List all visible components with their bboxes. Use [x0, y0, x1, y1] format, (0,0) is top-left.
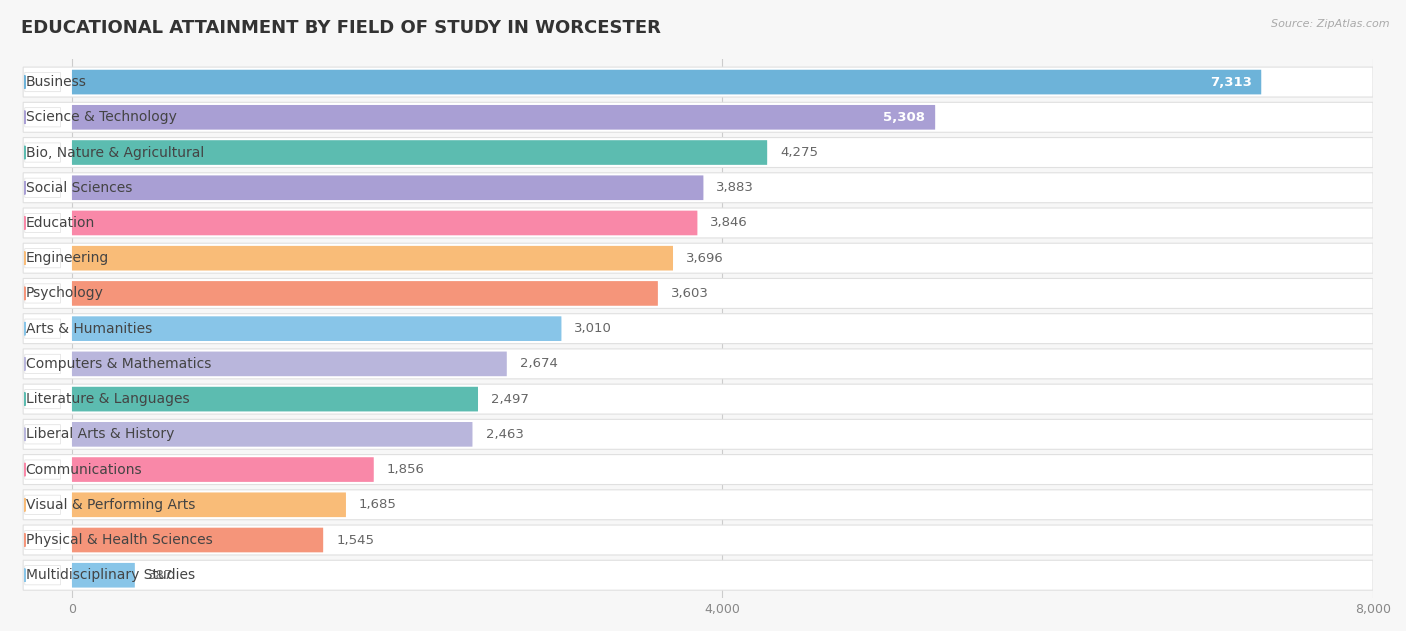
Text: Literature & Languages: Literature & Languages [25, 392, 190, 406]
FancyBboxPatch shape [72, 387, 478, 411]
FancyBboxPatch shape [72, 70, 1261, 95]
Text: Engineering: Engineering [25, 251, 108, 265]
FancyBboxPatch shape [25, 73, 60, 91]
Text: Education: Education [25, 216, 96, 230]
FancyBboxPatch shape [72, 422, 472, 447]
Text: Visual & Performing Arts: Visual & Performing Arts [25, 498, 195, 512]
FancyBboxPatch shape [25, 425, 60, 444]
FancyBboxPatch shape [25, 460, 60, 479]
Text: 3,846: 3,846 [710, 216, 748, 230]
Text: Arts & Humanities: Arts & Humanities [25, 322, 152, 336]
FancyBboxPatch shape [22, 349, 1374, 379]
Text: Physical & Health Sciences: Physical & Health Sciences [25, 533, 212, 547]
Text: 2,463: 2,463 [485, 428, 523, 441]
FancyBboxPatch shape [22, 420, 1374, 449]
FancyBboxPatch shape [72, 211, 697, 235]
FancyBboxPatch shape [22, 138, 1374, 167]
Text: EDUCATIONAL ATTAINMENT BY FIELD OF STUDY IN WORCESTER: EDUCATIONAL ATTAINMENT BY FIELD OF STUDY… [21, 19, 661, 37]
FancyBboxPatch shape [25, 284, 60, 303]
Text: Bio, Nature & Agricultural: Bio, Nature & Agricultural [25, 146, 204, 160]
FancyBboxPatch shape [22, 208, 1374, 238]
FancyBboxPatch shape [22, 525, 1374, 555]
FancyBboxPatch shape [72, 528, 323, 552]
Text: Liberal Arts & History: Liberal Arts & History [25, 427, 174, 441]
FancyBboxPatch shape [72, 175, 703, 200]
FancyBboxPatch shape [72, 105, 935, 129]
Text: Communications: Communications [25, 463, 142, 476]
FancyBboxPatch shape [72, 351, 506, 376]
Text: 1,545: 1,545 [336, 534, 374, 546]
FancyBboxPatch shape [72, 316, 561, 341]
FancyBboxPatch shape [25, 495, 60, 514]
FancyBboxPatch shape [25, 249, 60, 268]
Text: Science & Technology: Science & Technology [25, 110, 177, 124]
Text: 3,603: 3,603 [671, 287, 709, 300]
Text: 5,308: 5,308 [883, 111, 925, 124]
FancyBboxPatch shape [22, 173, 1374, 203]
Text: Multidisciplinary Studies: Multidisciplinary Studies [25, 569, 195, 582]
FancyBboxPatch shape [22, 560, 1374, 590]
FancyBboxPatch shape [22, 102, 1374, 133]
Text: 3,883: 3,883 [717, 181, 754, 194]
FancyBboxPatch shape [72, 281, 658, 306]
FancyBboxPatch shape [25, 213, 60, 233]
Text: 2,674: 2,674 [520, 357, 558, 370]
FancyBboxPatch shape [25, 354, 60, 374]
FancyBboxPatch shape [25, 389, 60, 409]
Text: 2,497: 2,497 [491, 392, 529, 406]
FancyBboxPatch shape [25, 319, 60, 338]
FancyBboxPatch shape [25, 178, 60, 198]
FancyBboxPatch shape [22, 314, 1374, 344]
FancyBboxPatch shape [22, 243, 1374, 273]
FancyBboxPatch shape [25, 108, 60, 127]
Text: 1,856: 1,856 [387, 463, 425, 476]
FancyBboxPatch shape [25, 143, 60, 162]
FancyBboxPatch shape [72, 246, 673, 271]
FancyBboxPatch shape [22, 67, 1374, 97]
FancyBboxPatch shape [22, 454, 1374, 485]
Text: Source: ZipAtlas.com: Source: ZipAtlas.com [1271, 19, 1389, 29]
FancyBboxPatch shape [72, 563, 135, 587]
Text: Social Sciences: Social Sciences [25, 180, 132, 195]
Text: Computers & Mathematics: Computers & Mathematics [25, 357, 211, 371]
Text: 4,275: 4,275 [780, 146, 818, 159]
FancyBboxPatch shape [72, 140, 768, 165]
FancyBboxPatch shape [25, 565, 60, 585]
FancyBboxPatch shape [22, 384, 1374, 414]
Text: 3,696: 3,696 [686, 252, 724, 264]
Text: Psychology: Psychology [25, 286, 104, 300]
FancyBboxPatch shape [25, 531, 60, 550]
FancyBboxPatch shape [72, 457, 374, 482]
Text: 1,685: 1,685 [359, 498, 396, 511]
Text: 387: 387 [148, 569, 173, 582]
FancyBboxPatch shape [22, 278, 1374, 309]
FancyBboxPatch shape [72, 492, 346, 517]
Text: 3,010: 3,010 [575, 322, 613, 335]
FancyBboxPatch shape [22, 490, 1374, 520]
Text: Business: Business [25, 75, 87, 89]
Text: 7,313: 7,313 [1209, 76, 1251, 88]
